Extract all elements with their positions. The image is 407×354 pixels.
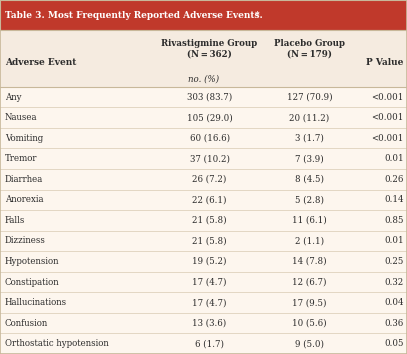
FancyBboxPatch shape <box>0 251 407 272</box>
Text: 6 (1.7): 6 (1.7) <box>195 339 224 348</box>
Text: 0.85: 0.85 <box>384 216 404 225</box>
FancyBboxPatch shape <box>0 71 407 87</box>
FancyBboxPatch shape <box>0 272 407 292</box>
Text: Placebo Group
(N = 179): Placebo Group (N = 179) <box>274 39 345 58</box>
Text: 19 (5.2): 19 (5.2) <box>193 257 227 266</box>
Text: 0.26: 0.26 <box>384 175 404 184</box>
Text: no. (%): no. (%) <box>188 74 219 83</box>
Text: 17 (4.7): 17 (4.7) <box>193 298 227 307</box>
Text: Rivastigmine Group
(N = 362): Rivastigmine Group (N = 362) <box>162 39 258 58</box>
Text: 26 (7.2): 26 (7.2) <box>193 175 227 184</box>
Text: <0.001: <0.001 <box>371 92 404 102</box>
Text: 0.25: 0.25 <box>384 257 404 266</box>
Text: Adverse Event: Adverse Event <box>5 58 76 67</box>
Text: 0.01: 0.01 <box>384 154 404 163</box>
Text: 21 (5.8): 21 (5.8) <box>192 236 227 245</box>
Text: Hallucinations: Hallucinations <box>5 298 67 307</box>
Text: 0.36: 0.36 <box>385 319 404 328</box>
Text: Vomiting: Vomiting <box>5 133 43 143</box>
Text: Hypotension: Hypotension <box>5 257 59 266</box>
FancyBboxPatch shape <box>0 333 407 354</box>
Text: Any: Any <box>5 92 22 102</box>
Text: P Value: P Value <box>366 58 404 67</box>
Text: Anorexia: Anorexia <box>5 195 44 204</box>
FancyBboxPatch shape <box>0 169 407 189</box>
Text: 0.14: 0.14 <box>384 195 404 204</box>
FancyBboxPatch shape <box>0 0 407 30</box>
Text: 17 (4.7): 17 (4.7) <box>193 278 227 286</box>
FancyBboxPatch shape <box>0 107 407 128</box>
Text: 60 (16.6): 60 (16.6) <box>190 133 230 143</box>
Text: Constipation: Constipation <box>5 278 59 286</box>
Text: 20 (11.2): 20 (11.2) <box>289 113 329 122</box>
Text: 21 (5.8): 21 (5.8) <box>192 216 227 225</box>
Text: Falls: Falls <box>5 216 25 225</box>
Text: 0.05: 0.05 <box>384 339 404 348</box>
FancyBboxPatch shape <box>0 148 407 169</box>
Text: 5 (2.8): 5 (2.8) <box>295 195 324 204</box>
FancyBboxPatch shape <box>0 87 407 107</box>
Text: <0.001: <0.001 <box>371 113 404 122</box>
Text: 105 (29.0): 105 (29.0) <box>187 113 232 122</box>
Text: 127 (70.9): 127 (70.9) <box>287 92 332 102</box>
Text: Table 3. Most Frequently Reported Adverse Events.: Table 3. Most Frequently Reported Advers… <box>5 11 263 19</box>
FancyBboxPatch shape <box>0 231 407 251</box>
Text: 10 (5.6): 10 (5.6) <box>292 319 327 328</box>
FancyBboxPatch shape <box>0 189 407 210</box>
Text: 303 (83.7): 303 (83.7) <box>187 92 232 102</box>
Text: 9 (5.0): 9 (5.0) <box>295 339 324 348</box>
Text: 0.01: 0.01 <box>384 236 404 245</box>
Text: Dizziness: Dizziness <box>5 236 46 245</box>
Text: Tremor: Tremor <box>5 154 37 163</box>
FancyBboxPatch shape <box>0 313 407 333</box>
Text: *: * <box>254 11 259 19</box>
Text: Orthostatic hypotension: Orthostatic hypotension <box>5 339 109 348</box>
Text: 17 (9.5): 17 (9.5) <box>292 298 326 307</box>
Text: 3 (1.7): 3 (1.7) <box>295 133 324 143</box>
Text: 0.32: 0.32 <box>385 278 404 286</box>
Text: Diarrhea: Diarrhea <box>5 175 43 184</box>
Text: 11 (6.1): 11 (6.1) <box>292 216 327 225</box>
Text: 8 (4.5): 8 (4.5) <box>295 175 324 184</box>
Text: 37 (10.2): 37 (10.2) <box>190 154 230 163</box>
FancyBboxPatch shape <box>0 128 407 148</box>
Text: <0.001: <0.001 <box>371 133 404 143</box>
Text: Nausea: Nausea <box>5 113 37 122</box>
Text: 14 (7.8): 14 (7.8) <box>292 257 327 266</box>
FancyBboxPatch shape <box>0 210 407 231</box>
Text: 2 (1.1): 2 (1.1) <box>295 236 324 245</box>
Text: 12 (6.7): 12 (6.7) <box>292 278 326 286</box>
Text: 0.04: 0.04 <box>384 298 404 307</box>
FancyBboxPatch shape <box>0 292 407 313</box>
Text: Confusion: Confusion <box>5 319 48 328</box>
Text: 7 (3.9): 7 (3.9) <box>295 154 324 163</box>
FancyBboxPatch shape <box>0 30 407 71</box>
Text: 13 (3.6): 13 (3.6) <box>193 319 227 328</box>
Text: 22 (6.1): 22 (6.1) <box>193 195 227 204</box>
